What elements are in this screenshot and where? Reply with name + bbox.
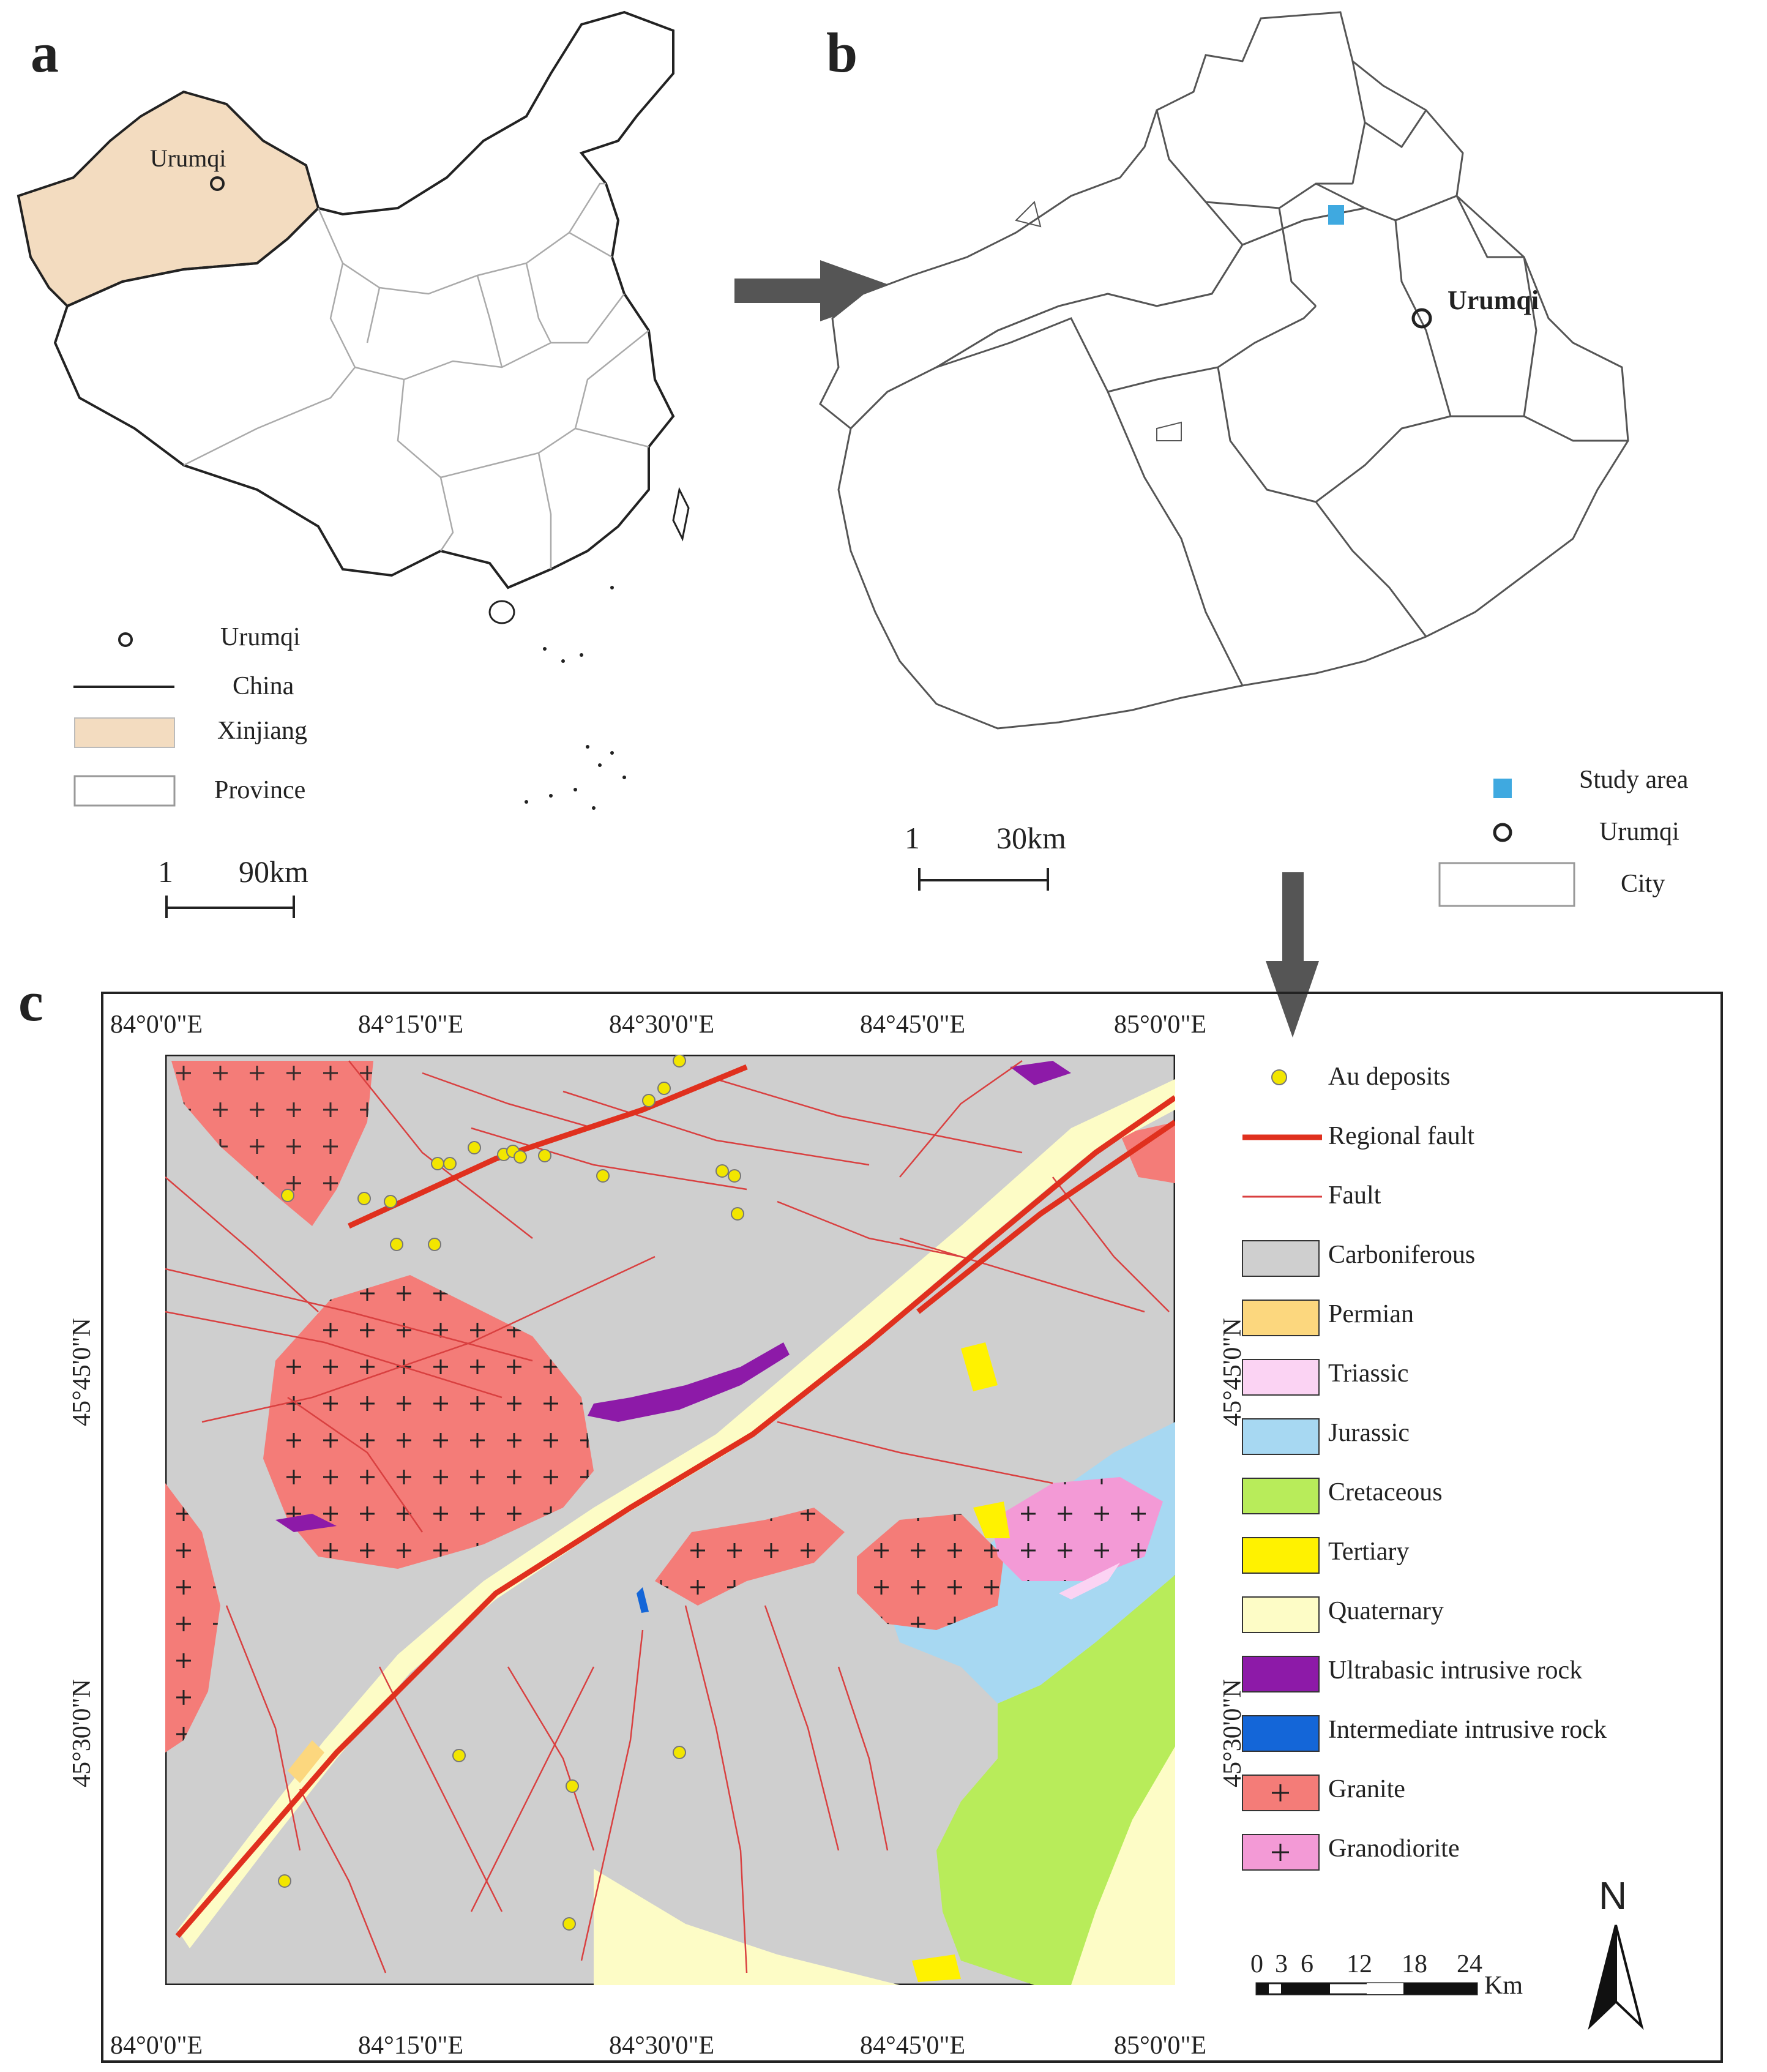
china-map bbox=[17, 10, 690, 810]
scale-bar-c bbox=[1255, 1982, 1478, 1995]
scale-a-left: 1 bbox=[158, 855, 173, 889]
legend-a-urumqi: Urumqi bbox=[220, 623, 301, 651]
xinjiang-region bbox=[17, 90, 320, 308]
panel-b-letter: b bbox=[826, 21, 858, 84]
coord-top-2: 84°30'0"E bbox=[609, 1011, 715, 1039]
legend-c-quaternary: Quaternary bbox=[1328, 1597, 1444, 1625]
panel-c-frame bbox=[101, 992, 1723, 2063]
legend-b-city: City bbox=[1621, 870, 1665, 898]
legend-triassic-symbol bbox=[1242, 1359, 1320, 1396]
coord-bottom-2: 84°30'0"E bbox=[609, 2032, 715, 2060]
scale-c-tick-5: 24 bbox=[1457, 1950, 1482, 1978]
legend-permian-symbol bbox=[1242, 1300, 1320, 1336]
coord-left-0: 45°45'0"N bbox=[68, 1318, 96, 1426]
coord-bottom-4: 85°0'0"E bbox=[1114, 2032, 1207, 2060]
scale-bar-a bbox=[165, 896, 295, 918]
legend-c-tertiary: Tertiary bbox=[1328, 1538, 1410, 1566]
legend-c-cretaceous: Cretaceous bbox=[1328, 1478, 1443, 1506]
panel-c-letter: c bbox=[18, 970, 43, 1033]
scale-c-unit: Km bbox=[1484, 1972, 1523, 2000]
legend-c-carboniferous: Carboniferous bbox=[1328, 1241, 1476, 1269]
scale-a-right: 90km bbox=[239, 855, 308, 889]
urumqi-marker-a bbox=[210, 176, 225, 191]
legend-c-jurassic: Jurassic bbox=[1328, 1419, 1410, 1447]
scale-c-tick-0: 0 bbox=[1250, 1950, 1263, 1978]
coord-top-1: 84°15'0"E bbox=[358, 1011, 464, 1039]
legend-city-symbol bbox=[1438, 862, 1575, 907]
legend-b-urumqi: Urumqi bbox=[1599, 818, 1679, 846]
legend-c-regional-fault: Regional fault bbox=[1328, 1122, 1475, 1150]
legend-urumqi-symbol bbox=[118, 632, 133, 647]
legend-c-fault: Fault bbox=[1328, 1181, 1381, 1210]
panel-a-legend-symbols bbox=[73, 632, 176, 807]
coord-bottom-0: 84°0'0"E bbox=[110, 2032, 203, 2060]
quaternary-south bbox=[594, 1869, 900, 1985]
legend-province-symbol bbox=[73, 775, 176, 807]
north-arrow-icon bbox=[1588, 1924, 1644, 2030]
legend-intermediate-symbol bbox=[1242, 1715, 1320, 1752]
coord-top-4: 85°0'0"E bbox=[1114, 1011, 1207, 1039]
scale-c-tick-4: 18 bbox=[1402, 1950, 1427, 1978]
ultrabasic-unit-ne bbox=[1010, 1061, 1071, 1085]
quaternary-southeast bbox=[1071, 1746, 1175, 1985]
panel-a-city-label: Urumqi bbox=[150, 144, 226, 172]
legend-c-granodiorite: Granodiorite bbox=[1328, 1835, 1460, 1863]
legend-c-au: Au deposits bbox=[1328, 1063, 1451, 1091]
geological-map bbox=[165, 1055, 1175, 1985]
panel-b-city-label: Urumqi bbox=[1448, 285, 1539, 315]
legend-au-symbol bbox=[1271, 1069, 1287, 1085]
permian-unit bbox=[288, 1740, 324, 1783]
intermediate-unit bbox=[637, 1587, 649, 1613]
coord-left-1: 45°30'0"N bbox=[68, 1679, 96, 1787]
coord-top-0: 84°0'0"E bbox=[110, 1011, 203, 1039]
scale-b-right: 30km bbox=[996, 821, 1066, 855]
legend-c-intermediate: Intermediate intrusive rock bbox=[1328, 1716, 1607, 1744]
tertiary-unit-2 bbox=[961, 1342, 998, 1391]
regional-fault-2 bbox=[348, 1064, 748, 1229]
north-label: N bbox=[1599, 1874, 1627, 1918]
legend-cretaceous-symbol bbox=[1242, 1478, 1320, 1514]
legend-c-granite: Granite bbox=[1328, 1775, 1405, 1803]
panel-c-legend-symbols bbox=[1242, 1069, 1322, 1871]
arrow-down-icon bbox=[1266, 872, 1319, 1038]
coord-bottom-1: 84°15'0"E bbox=[358, 2032, 464, 2060]
granite-northeast bbox=[1120, 1122, 1175, 1183]
panel-a-letter: a bbox=[31, 21, 59, 84]
legend-xinjiang-symbol bbox=[74, 717, 175, 748]
legend-a-province: Province bbox=[214, 776, 306, 804]
scale-b-left: 1 bbox=[905, 821, 920, 855]
ultrabasic-unit bbox=[588, 1342, 790, 1422]
scale-c-tick-1: 3 bbox=[1275, 1950, 1288, 1978]
legend-quaternary-symbol bbox=[1242, 1596, 1320, 1633]
legend-c-ultrabasic: Ultrabasic intrusive rock bbox=[1328, 1656, 1583, 1685]
legend-b-study-area: Study area bbox=[1579, 766, 1689, 794]
panel-b-legend-symbols bbox=[1438, 779, 1575, 907]
xinjiang-map bbox=[819, 11, 1629, 730]
urumqi-marker-b bbox=[1411, 308, 1432, 329]
regional-fault-1 bbox=[175, 1095, 1175, 1938]
coord-top-3: 84°45'0"E bbox=[860, 1011, 966, 1039]
legend-study-area-symbol bbox=[1493, 779, 1512, 798]
triassic-unit bbox=[1059, 1563, 1120, 1599]
legend-a-xinjiang: Xinjiang bbox=[217, 717, 307, 745]
coord-bottom-3: 84°45'0"E bbox=[860, 2032, 966, 2060]
ultrabasic-unit-w bbox=[275, 1514, 337, 1532]
legend-c-permian: Permian bbox=[1328, 1300, 1414, 1328]
legend-tertiary-symbol bbox=[1242, 1537, 1320, 1574]
scale-c-tick-2: 6 bbox=[1301, 1950, 1313, 1978]
scale-bar-b bbox=[918, 868, 1049, 891]
tertiary-unit-1 bbox=[973, 1502, 1010, 1538]
regional-fault-3 bbox=[916, 1120, 1175, 1314]
legend-carboniferous-symbol bbox=[1242, 1240, 1320, 1277]
legend-a-china: China bbox=[233, 672, 294, 700]
legend-jurassic-symbol bbox=[1242, 1418, 1320, 1455]
legend-ultrabasic-symbol bbox=[1242, 1656, 1320, 1692]
legend-urumqi-b-symbol bbox=[1493, 823, 1512, 842]
legend-c-triassic: Triassic bbox=[1328, 1360, 1409, 1388]
scale-c-tick-3: 12 bbox=[1347, 1950, 1372, 1978]
study-area-marker bbox=[1328, 205, 1344, 225]
china-outline bbox=[53, 10, 675, 589]
tertiary-unit-3 bbox=[912, 1954, 961, 1982]
